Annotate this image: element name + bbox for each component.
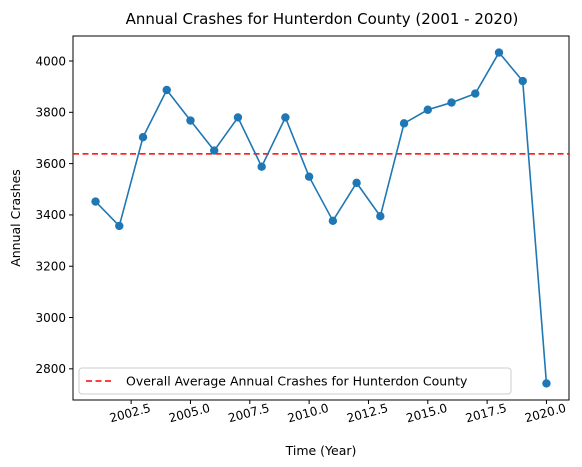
x-tick-label: 2020.0: [523, 401, 567, 425]
y-tick-label: 3800: [35, 106, 66, 120]
data-point: [257, 162, 266, 171]
data-point: [210, 146, 219, 155]
y-tick-label: 3600: [35, 157, 66, 171]
x-tick-label: 2017.5: [464, 401, 508, 425]
y-tick-label: 4000: [35, 54, 66, 68]
y-axis-label: Annual Crashes: [8, 169, 23, 267]
legend: Overall Average Annual Crashes for Hunte…: [78, 367, 512, 395]
data-point: [399, 119, 409, 128]
data-points: [91, 48, 551, 388]
x-tick-label: 2010.0: [286, 401, 330, 425]
data-point: [304, 172, 314, 181]
chart-title: Annual Crashes for Hunterdon County (200…: [126, 10, 519, 28]
data-point: [328, 216, 338, 226]
x-tick-label: 2015.0: [405, 401, 449, 425]
y-tick-label: 3400: [35, 208, 66, 222]
data-point: [186, 116, 195, 125]
data-point: [352, 178, 361, 188]
data-point: [162, 85, 171, 95]
plot-area: [72, 35, 570, 401]
legend-label: Overall Average Annual Crashes for Hunte…: [126, 374, 468, 389]
x-tick-label: 2012.5: [345, 401, 389, 425]
series-line: [94, 51, 548, 384]
x-tick-label: 2005.0: [167, 401, 211, 425]
x-axis: 2002.5 2005.0 2007.5 2010.0 2012.5 2015.0 2017…: [108, 400, 568, 425]
data-point: [91, 197, 100, 206]
data-point: [115, 221, 124, 231]
data-point: [471, 89, 480, 98]
x-tick-label: 2007.5: [227, 401, 271, 425]
x-tick-label: 2002.5: [108, 401, 152, 425]
data-point: [233, 113, 243, 122]
data-point: [494, 48, 504, 57]
data-point: [281, 113, 290, 122]
y-tick-label: 3200: [35, 260, 66, 274]
data-point: [423, 105, 432, 114]
data-point: [376, 212, 385, 221]
y-tick-label: 3000: [35, 311, 66, 325]
data-point: [138, 132, 148, 142]
y-tick-label: 2800: [35, 362, 66, 376]
y-axis: 2800 3000 3200 3400 3600 3800 4000: [35, 54, 73, 376]
x-axis-label: Time (Year): [285, 443, 357, 458]
data-point: [447, 98, 456, 107]
legend-box: [78, 367, 512, 395]
data-point: [542, 379, 551, 388]
data-point: [518, 76, 527, 86]
